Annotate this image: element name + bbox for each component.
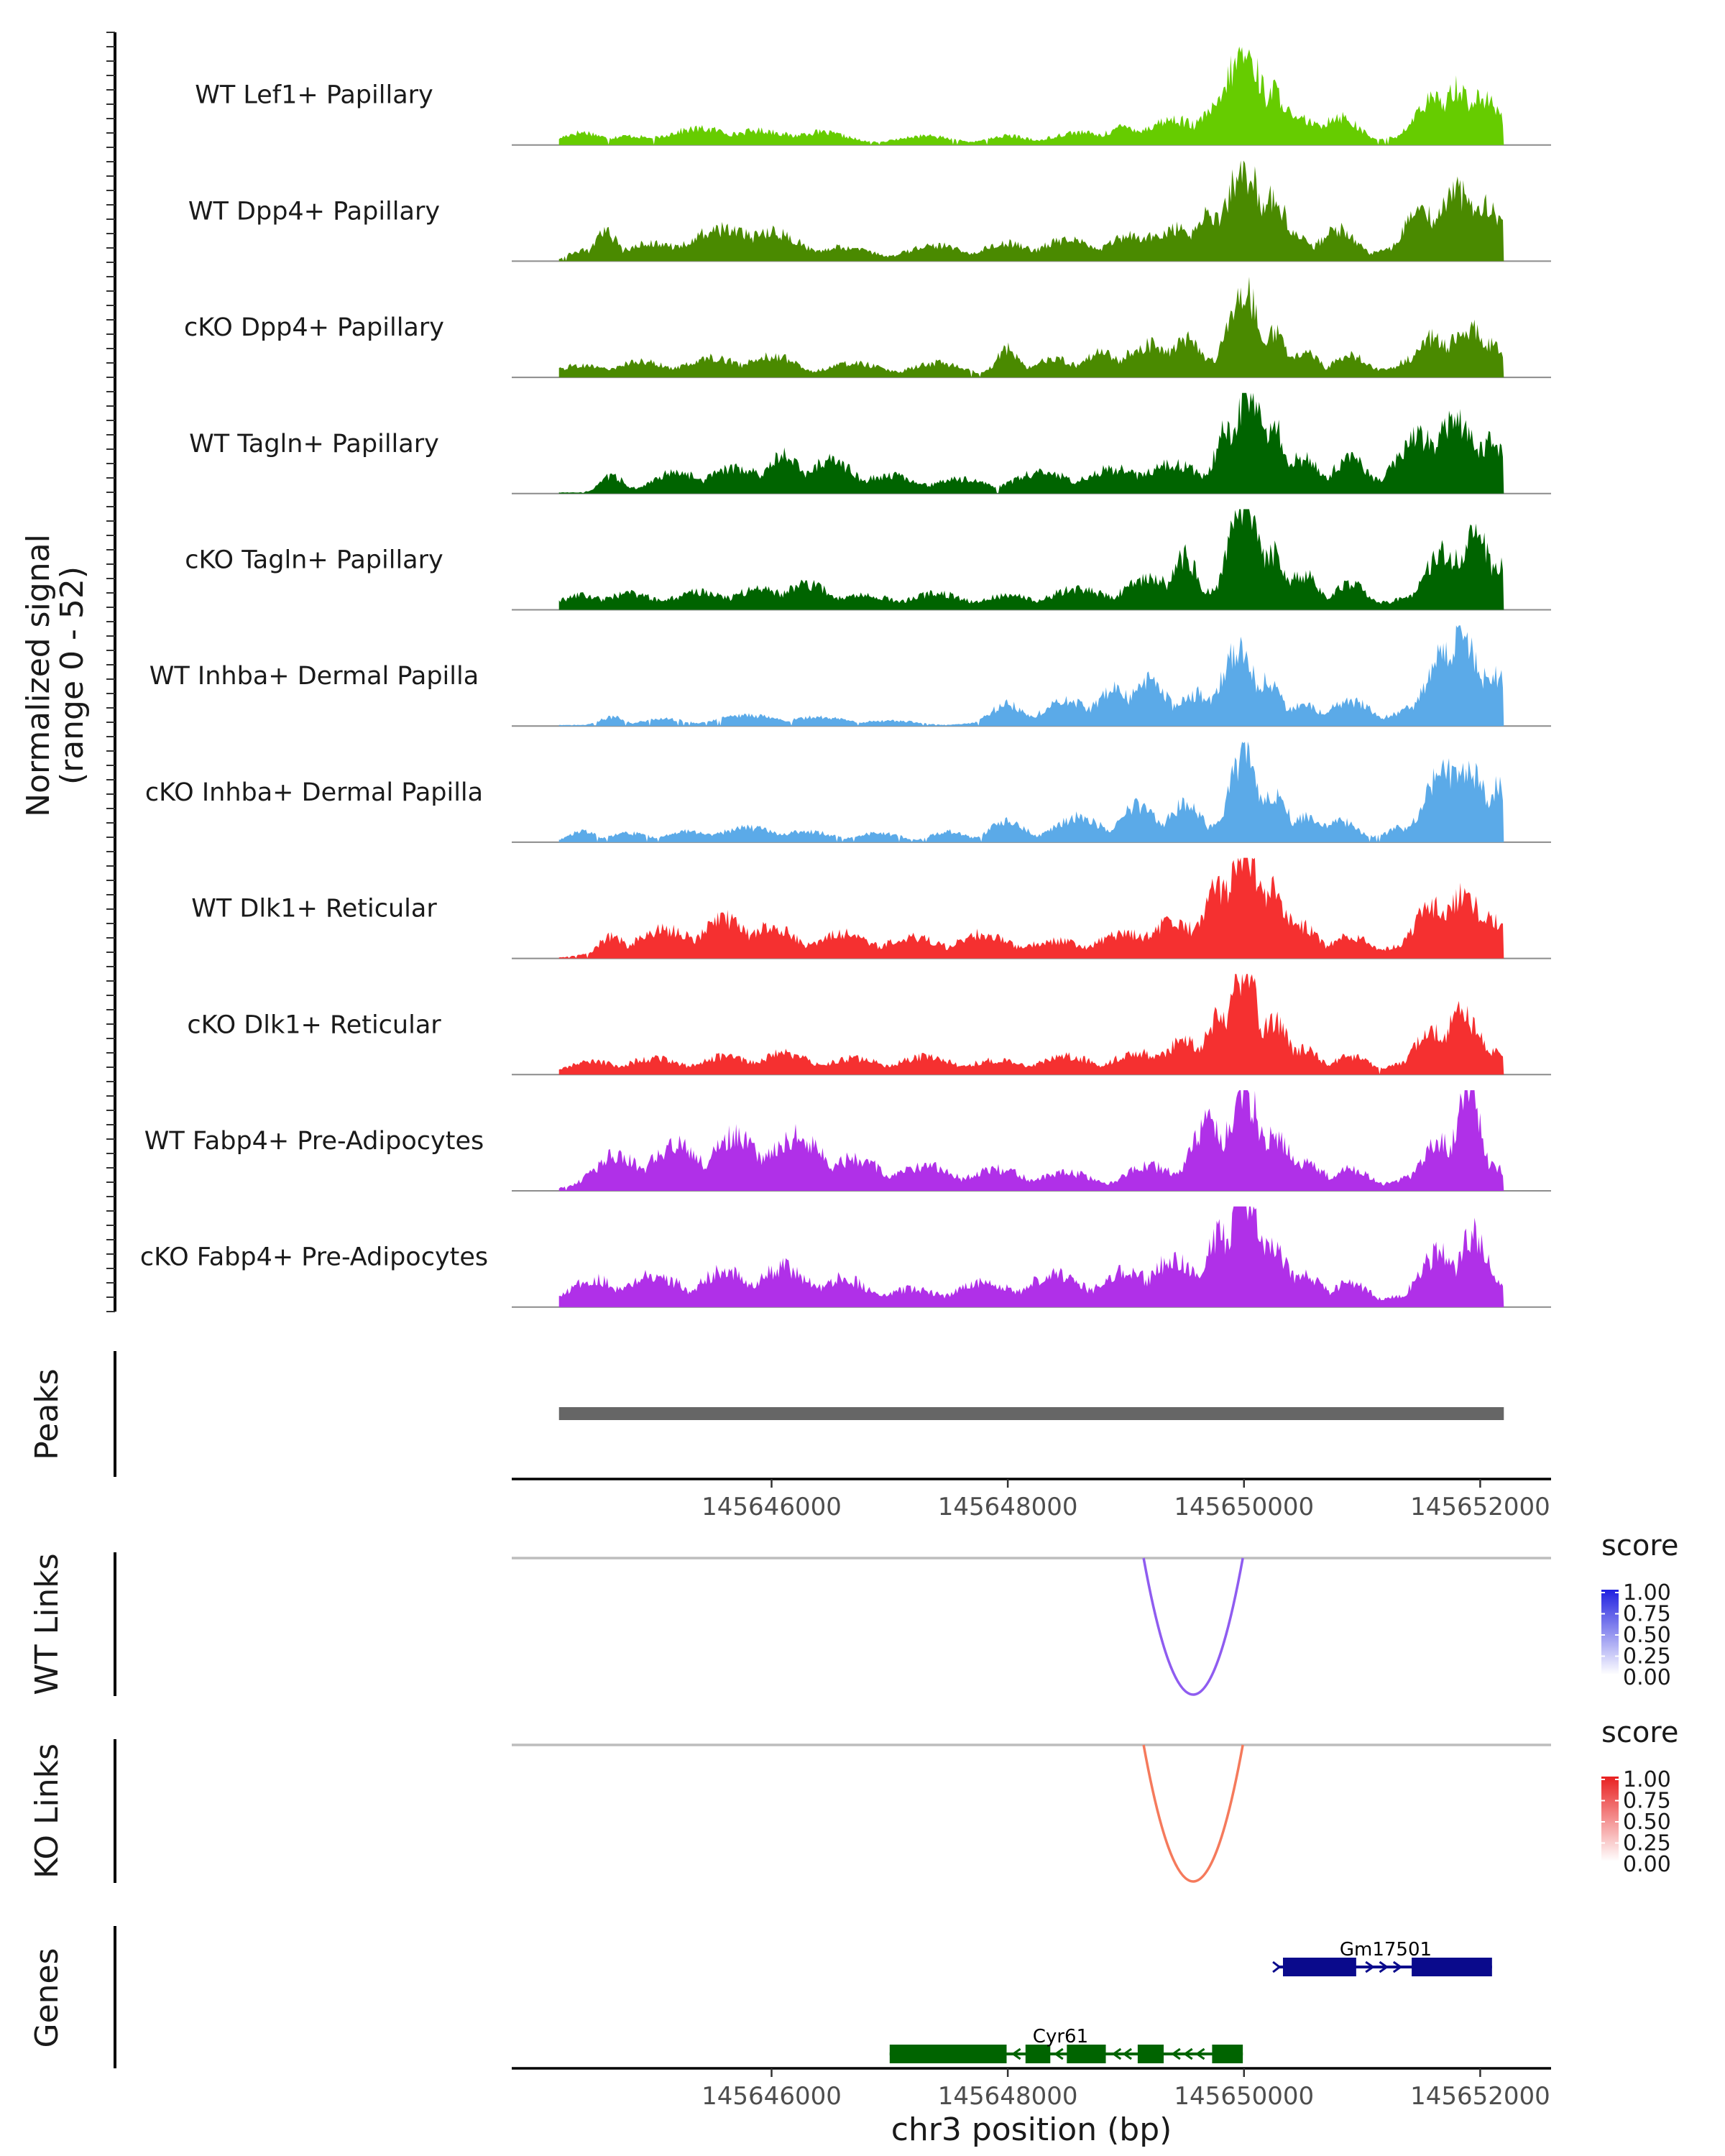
coverage-area (558, 509, 1504, 610)
gene: Gm17501 (1272, 1939, 1492, 1976)
peaks-panel: Peaks (29, 1351, 1504, 1477)
x-tick-label: 145652000 (1410, 1493, 1550, 1521)
coverage-track: WT Lef1+ Papillary (195, 46, 1551, 146)
gene-exon (889, 2045, 1007, 2063)
strand-arrow (1195, 2047, 1205, 2060)
x-axis-title: chr3 position (bp) (891, 2111, 1172, 2148)
coverage-area (558, 160, 1504, 262)
coverage-panel: WT Lef1+ Papillary WT Dpp4+ Papillary cKO … (106, 32, 1551, 1312)
strand-arrow (1183, 2047, 1193, 2060)
coverage-area (558, 741, 1504, 842)
coverage-track: WT Tagln+ Papillary (189, 392, 1551, 494)
wt-score-legend: score 1.000.750.500.250.00 (1601, 1529, 1678, 1690)
strand-arrow (1392, 1961, 1403, 1973)
coverage-area (558, 1206, 1504, 1307)
gene-exon (1067, 2045, 1106, 2063)
legend-title: score (1601, 1716, 1678, 1749)
coverage-track: cKO Inhba+ Dermal Papilla (145, 741, 1551, 843)
x-tick-label: 145652000 (1410, 2082, 1550, 2111)
strand-arrow (1171, 2047, 1181, 2060)
ko-score-legend: score 1.000.750.500.250.00 (1601, 1716, 1678, 1877)
track-label: WT Lef1+ Papillary (195, 81, 433, 110)
track-label: cKO Tagln+ Papillary (185, 546, 443, 575)
coverage-track: cKO Dpp4+ Papillary (184, 277, 1551, 379)
coverage-track: cKO Tagln+ Papillary (185, 509, 1551, 611)
track-label: WT Dpp4+ Papillary (188, 197, 440, 226)
coverage-area (558, 46, 1504, 145)
track-label: cKO Dlk1+ Reticular (187, 1010, 441, 1039)
strand-arrow (1379, 1961, 1389, 1973)
x-tick-label: 145646000 (702, 2082, 842, 2111)
coverage-area (558, 392, 1504, 494)
coverage-track: cKO Dlk1+ Reticular (187, 974, 1551, 1076)
legend-tick-label: 0.50 (1623, 1623, 1671, 1648)
track-label: cKO Dpp4+ Papillary (184, 313, 444, 342)
coverage-track: WT Dpp4+ Papillary (188, 160, 1551, 262)
strand-arrow (1272, 1961, 1282, 1973)
legend-tick-label: 1.00 (1623, 1767, 1671, 1792)
x-axis-middle: 145646000 145648000 145650000 145652000 (512, 1478, 1551, 1521)
wt-links-panel: WT Links score 1.000.750.500.250.00 (29, 1529, 1678, 1696)
track-label: WT Dlk1+ Reticular (191, 895, 437, 923)
coverage-track: WT Dlk1+ Reticular (191, 857, 1551, 959)
legend-tick-label: 0.75 (1623, 1602, 1671, 1627)
link-arc (1142, 1557, 1244, 1696)
genes-panel: Genes Gm17501 Cyr61 (29, 1926, 1492, 2068)
legend-tick-label: 0.25 (1623, 1644, 1671, 1669)
legend-tick-label: 0.50 (1623, 1810, 1671, 1835)
legend-tick-label: 0.75 (1623, 1789, 1671, 1814)
coverage-track: WT Fabp4+ Pre-Adipocytes (144, 1090, 1551, 1192)
legend-title: score (1601, 1529, 1678, 1562)
coverage-ylabel: Normalized signal (20, 534, 57, 817)
strand-arrow (1054, 2047, 1064, 2060)
strand-arrow (1111, 2047, 1122, 2060)
peaks-label: Peaks (29, 1368, 65, 1460)
x-tick-label: 145650000 (1174, 1493, 1314, 1521)
ko-links-label: KO Links (29, 1743, 65, 1879)
x-tick-label: 145646000 (702, 1493, 842, 1521)
coverage-area (558, 625, 1504, 727)
gene-name: Cyr61 (1033, 2026, 1088, 2047)
track-label: cKO Fabp4+ Pre-Adipocytes (140, 1243, 488, 1272)
coverage-ylabel-range: (range 0 - 52) (54, 566, 91, 785)
ko-links-panel: KO Links score 1.000.750.500.250.00 (29, 1716, 1678, 1883)
track-label: cKO Inhba+ Dermal Papilla (145, 778, 483, 807)
x-tick-label: 145650000 (1174, 2082, 1314, 2111)
link-arc (1142, 1744, 1244, 1883)
x-tick-label: 145648000 (938, 1493, 1078, 1521)
legend-tick-label: 0.00 (1623, 1665, 1671, 1690)
coverage-track: cKO Fabp4+ Pre-Adipocytes (140, 1206, 1551, 1308)
coverage-area (558, 1090, 1504, 1191)
strand-arrow (1011, 2047, 1021, 2060)
track-label: WT Fabp4+ Pre-Adipocytes (144, 1127, 484, 1156)
x-axis-bottom: 145646000 145648000 145650000 145652000 (512, 2067, 1551, 2111)
strand-arrow (1122, 2047, 1132, 2060)
strand-arrow (1365, 1961, 1375, 1973)
legend-tick-label: 0.25 (1623, 1831, 1671, 1856)
coverage-area (558, 974, 1504, 1075)
gene: Cyr61 (889, 2026, 1243, 2063)
coverage-track: WT Inhba+ Dermal Papilla (150, 625, 1551, 727)
track-label: WT Tagln+ Papillary (189, 430, 439, 459)
coverage-area (558, 277, 1504, 378)
genes-label: Genes (29, 1948, 65, 2047)
gene-exon (1025, 2045, 1051, 2063)
gene-exon (1212, 2045, 1243, 2063)
peak-region (558, 1407, 1504, 1420)
gene-exon (1412, 1958, 1492, 1976)
gene-exon (1137, 2045, 1164, 2063)
coverage-area (558, 857, 1504, 959)
x-tick-label: 145648000 (938, 2082, 1078, 2111)
legend-colorbar (1601, 1590, 1619, 1674)
legend-tick-label: 1.00 (1623, 1580, 1671, 1606)
legend-colorbar (1601, 1777, 1619, 1861)
track-label: WT Inhba+ Dermal Papilla (150, 662, 479, 691)
gene-exon (1282, 1958, 1356, 1976)
legend-tick-label: 0.00 (1623, 1852, 1671, 1877)
wt-links-label: WT Links (29, 1553, 65, 1695)
gene-name: Gm17501 (1340, 1939, 1432, 1961)
